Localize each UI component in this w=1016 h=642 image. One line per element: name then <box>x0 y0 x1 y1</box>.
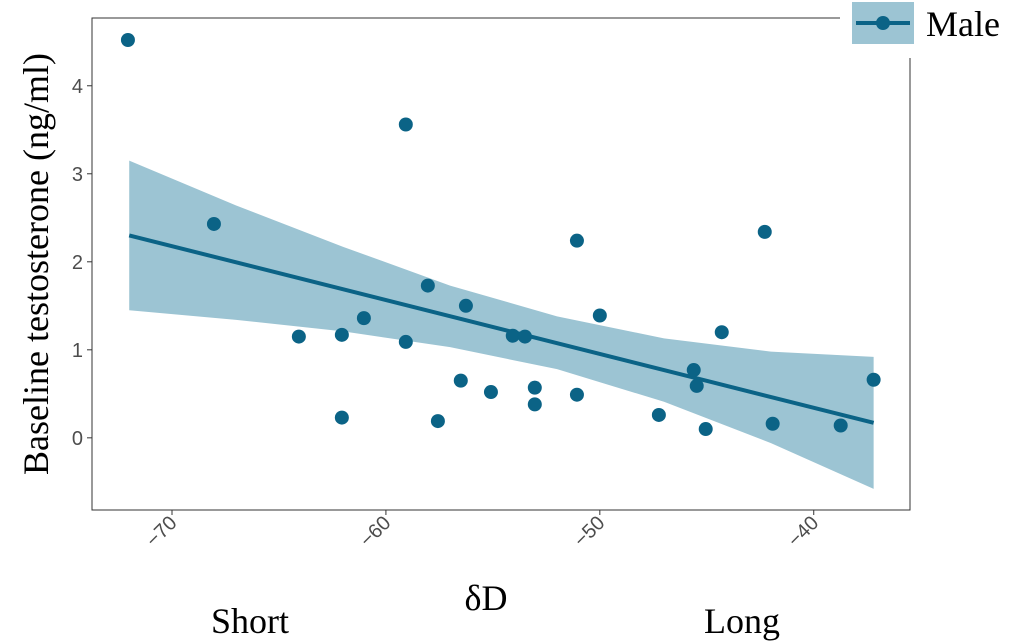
point <box>698 422 713 437</box>
point <box>458 298 473 313</box>
plot-frame <box>91 17 911 511</box>
x-annotation: Short <box>211 601 289 641</box>
x-tick-label: −70 <box>142 512 182 552</box>
point <box>866 372 881 387</box>
point <box>689 378 704 393</box>
point <box>765 416 780 431</box>
point <box>757 224 772 239</box>
y-tick-label: 0 <box>72 428 83 450</box>
point <box>592 308 607 323</box>
point <box>569 233 584 248</box>
point <box>420 278 435 293</box>
point <box>120 33 135 48</box>
point <box>527 380 542 395</box>
point <box>517 329 532 344</box>
point <box>527 397 542 412</box>
point <box>291 329 306 344</box>
point <box>206 216 221 231</box>
y-tick-label: 4 <box>72 76 83 98</box>
point <box>686 363 701 378</box>
y-axis-title: Baseline testosterone (ng/ml) <box>16 53 56 475</box>
y-tick-label: 1 <box>72 340 83 362</box>
point <box>651 407 666 422</box>
point <box>334 410 349 425</box>
y-tick-label: 2 <box>72 252 83 274</box>
x-tick-label: −40 <box>784 512 824 552</box>
point <box>334 327 349 342</box>
point <box>356 311 371 326</box>
confidence-band <box>129 160 874 489</box>
point <box>483 385 498 400</box>
fit-line <box>128 233 875 425</box>
point <box>453 373 468 388</box>
point <box>714 325 729 340</box>
point <box>505 328 520 343</box>
point <box>398 117 413 132</box>
point <box>569 387 584 402</box>
legend-point <box>876 16 890 30</box>
x-tick-label: −60 <box>356 512 396 552</box>
point <box>833 418 848 433</box>
x-annotation: Long <box>704 601 780 641</box>
legend-label: Male <box>926 4 1000 44</box>
x-axis-title: δD <box>465 578 508 618</box>
x-tick-label: −50 <box>570 512 610 552</box>
y-tick-label: 3 <box>72 164 83 186</box>
point <box>430 414 445 429</box>
point <box>398 334 413 349</box>
